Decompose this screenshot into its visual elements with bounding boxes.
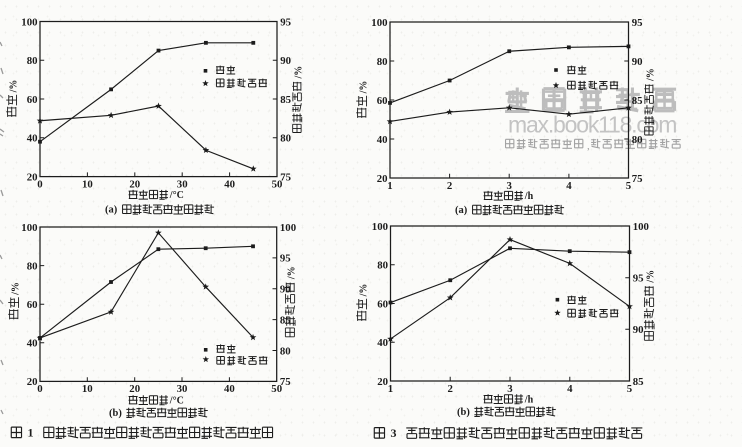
svg-text:20: 20 bbox=[129, 178, 140, 190]
svg-text:50: 50 bbox=[272, 178, 283, 190]
svg-text:80: 80 bbox=[280, 345, 291, 357]
svg-text:2: 2 bbox=[447, 180, 452, 192]
svg-text:60: 60 bbox=[377, 95, 388, 107]
svg-text:4: 4 bbox=[566, 180, 572, 192]
svg-text:/%: /% bbox=[8, 80, 19, 94]
svg-text:20: 20 bbox=[377, 173, 388, 185]
svg-text:40: 40 bbox=[377, 337, 388, 349]
svg-text:20: 20 bbox=[129, 383, 140, 395]
svg-text:80: 80 bbox=[280, 133, 291, 145]
svg-text:95: 95 bbox=[280, 16, 291, 28]
svg-text:5: 5 bbox=[626, 180, 631, 192]
svg-text:/h: /h bbox=[524, 395, 534, 406]
svg-text:3: 3 bbox=[506, 180, 512, 192]
svg-text:90: 90 bbox=[633, 324, 644, 336]
svg-text:95: 95 bbox=[280, 253, 291, 265]
svg-text:/%: /% bbox=[358, 81, 369, 95]
svg-text:1: 1 bbox=[388, 383, 393, 395]
svg-text:50: 50 bbox=[271, 383, 282, 395]
svg-text:75: 75 bbox=[280, 171, 291, 183]
svg-text:40: 40 bbox=[377, 134, 388, 146]
svg-text:3: 3 bbox=[391, 426, 397, 440]
svg-text:95: 95 bbox=[632, 17, 643, 29]
svg-text:80: 80 bbox=[27, 260, 38, 272]
svg-text:1: 1 bbox=[387, 180, 392, 192]
svg-text:40: 40 bbox=[224, 178, 235, 190]
svg-text:/°C: /°C bbox=[169, 190, 184, 201]
svg-text:90: 90 bbox=[280, 284, 291, 296]
svg-text:100: 100 bbox=[280, 222, 296, 234]
svg-text:5: 5 bbox=[627, 383, 632, 395]
svg-text:10: 10 bbox=[82, 383, 93, 395]
svg-text:/°C: /°C bbox=[169, 396, 184, 407]
svg-text:100: 100 bbox=[21, 222, 37, 234]
svg-text:1: 1 bbox=[28, 426, 34, 440]
svg-text:/%: /% bbox=[645, 68, 656, 82]
svg-text:100: 100 bbox=[372, 221, 388, 233]
svg-text:75: 75 bbox=[280, 376, 291, 388]
svg-text:85: 85 bbox=[280, 314, 291, 326]
svg-text:60: 60 bbox=[27, 94, 38, 106]
svg-text:60: 60 bbox=[377, 298, 388, 310]
svg-text:30: 30 bbox=[177, 178, 188, 190]
svg-text:75: 75 bbox=[632, 173, 643, 185]
svg-text:80: 80 bbox=[632, 134, 643, 146]
svg-text:80: 80 bbox=[377, 56, 388, 68]
svg-text:2: 2 bbox=[447, 383, 452, 395]
svg-text:20: 20 bbox=[27, 376, 38, 388]
svg-text:/h: /h bbox=[524, 191, 534, 202]
svg-text:85: 85 bbox=[633, 376, 644, 388]
svg-text:/%: /% bbox=[646, 270, 657, 284]
svg-text:(b): (b) bbox=[109, 408, 122, 419]
svg-text:4: 4 bbox=[567, 383, 573, 395]
svg-text:100: 100 bbox=[633, 221, 649, 233]
svg-text:(a): (a) bbox=[105, 205, 118, 216]
svg-text:20: 20 bbox=[377, 376, 388, 388]
svg-text:60: 60 bbox=[27, 299, 38, 311]
svg-text:80: 80 bbox=[27, 55, 38, 67]
svg-text:(a): (a) bbox=[455, 205, 468, 216]
svg-text:40: 40 bbox=[27, 133, 38, 145]
svg-text:95: 95 bbox=[633, 273, 644, 285]
svg-text:0: 0 bbox=[37, 383, 42, 395]
svg-text:100: 100 bbox=[21, 16, 37, 28]
svg-text:30: 30 bbox=[177, 383, 188, 395]
svg-text:(b): (b) bbox=[457, 407, 470, 418]
svg-text:90: 90 bbox=[280, 55, 291, 67]
svg-text:90: 90 bbox=[632, 56, 643, 68]
svg-text:40: 40 bbox=[27, 338, 38, 350]
svg-text:/%: /% bbox=[10, 282, 21, 296]
svg-text:/%: /% bbox=[287, 266, 298, 280]
svg-text:40: 40 bbox=[224, 383, 235, 395]
svg-text:85: 85 bbox=[280, 94, 291, 106]
svg-text:100: 100 bbox=[371, 17, 387, 29]
svg-text:/%: /% bbox=[358, 284, 369, 298]
svg-text:3: 3 bbox=[507, 383, 513, 395]
svg-text:max.book118.com: max.book118.com bbox=[508, 112, 676, 138]
svg-text:10: 10 bbox=[82, 178, 93, 190]
svg-text:20: 20 bbox=[27, 171, 38, 183]
svg-text:85: 85 bbox=[632, 95, 643, 107]
svg-text:80: 80 bbox=[377, 260, 388, 272]
svg-text:,: , bbox=[587, 140, 590, 152]
svg-text:0: 0 bbox=[37, 178, 42, 190]
svg-text:/%: /% bbox=[293, 66, 304, 80]
